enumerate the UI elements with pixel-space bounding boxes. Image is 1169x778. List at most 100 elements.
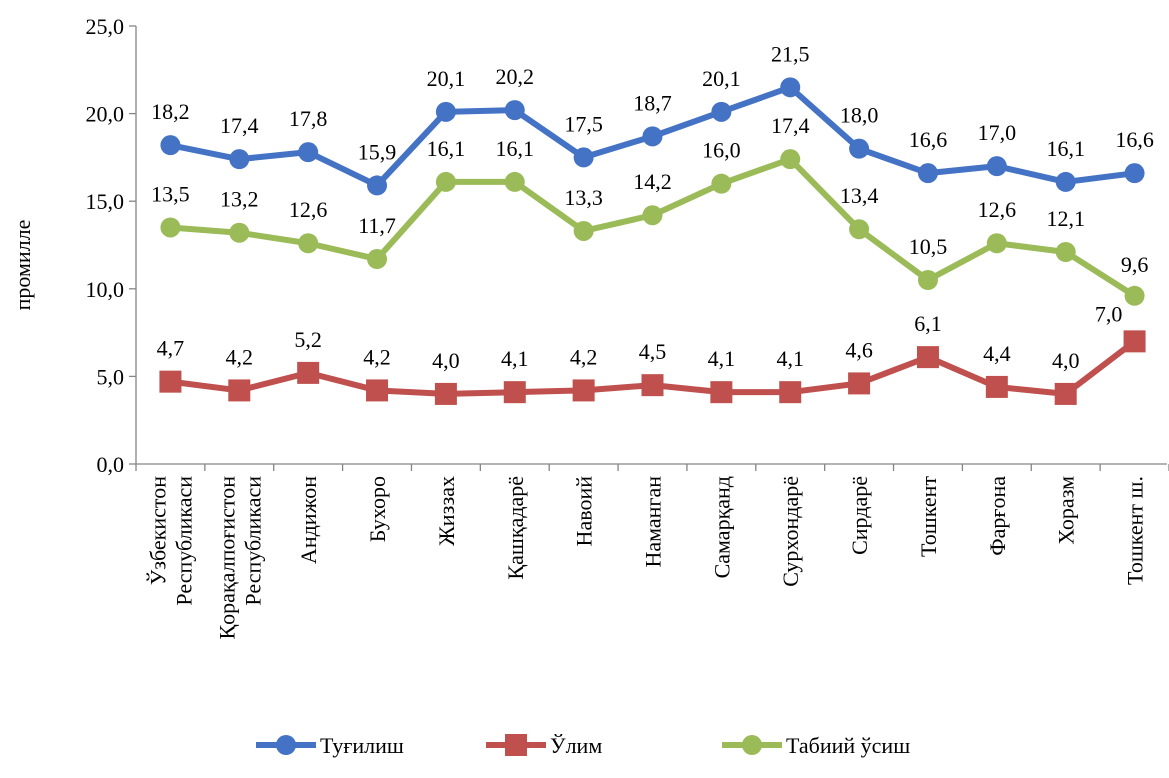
x-category-label-line: Қорақалпоғистон — [214, 476, 239, 640]
data-label: 16,0 — [702, 138, 741, 163]
data-label: 12,6 — [978, 197, 1017, 222]
data-point-marker — [298, 142, 318, 162]
data-point-marker — [574, 147, 594, 167]
x-category-label: Қашқадарё — [503, 476, 528, 580]
data-label: 16,1 — [427, 136, 466, 161]
x-category-label-line: Тошкент ш. — [1123, 476, 1148, 585]
y-tick-label: 20,0 — [86, 102, 125, 127]
data-label: 4,0 — [1052, 348, 1080, 373]
x-category-label: Фарғона — [985, 476, 1010, 556]
x-category-label: Тошкент — [916, 476, 941, 557]
x-category-label: Навоий — [572, 476, 597, 547]
legend-label: Туғилиш — [320, 733, 404, 758]
data-point-marker — [1056, 172, 1076, 192]
x-category-label-line: Жиззах — [434, 476, 459, 546]
data-label: 13,2 — [220, 187, 259, 212]
x-category-label-line: Андижон — [296, 476, 321, 564]
y-tick-label: 25,0 — [86, 14, 125, 39]
data-point-marker — [228, 379, 250, 401]
data-point-marker — [780, 77, 800, 97]
y-tick-label: 5,0 — [97, 364, 125, 389]
data-point-marker — [780, 149, 800, 169]
data-label: 6,1 — [914, 311, 942, 336]
data-point-marker — [987, 233, 1007, 253]
data-point-marker — [159, 371, 181, 393]
data-point-marker — [1124, 330, 1146, 352]
data-label: 5,2 — [294, 327, 322, 352]
data-point-marker — [366, 379, 388, 401]
data-point-marker — [711, 102, 731, 122]
x-category-label-line: Фарғона — [985, 476, 1010, 556]
data-point-marker — [229, 149, 249, 169]
data-label: 16,1 — [496, 136, 535, 161]
x-category-label: Сирдарё — [847, 476, 872, 555]
legend-label: Ўлим — [550, 733, 602, 758]
data-point-marker — [435, 383, 457, 405]
y-tick-label: 10,0 — [86, 277, 125, 302]
data-label: 4,2 — [226, 344, 254, 369]
legend: Туғилиш Ўлим Табиий ўсиш — [256, 733, 910, 758]
data-label: 4,1 — [501, 346, 529, 371]
x-category-label-line: Республикаси — [171, 476, 196, 606]
data-label: 18,7 — [633, 90, 672, 115]
x-category-label-line: Самарқанд — [709, 476, 734, 578]
y-tick-label: 15,0 — [86, 189, 125, 214]
x-category-label-line: Республикаси — [240, 476, 265, 606]
data-point-marker — [505, 100, 525, 120]
data-label: 21,5 — [771, 41, 810, 66]
data-label: 4,6 — [845, 337, 873, 362]
data-point-marker — [504, 381, 526, 403]
data-label: 4,4 — [983, 341, 1011, 366]
data-label: 4,0 — [432, 348, 460, 373]
x-category-label-line: Бухоро — [365, 476, 390, 542]
x-category-label: Жиззах — [434, 476, 459, 546]
data-label: 18,0 — [840, 103, 879, 128]
x-category-label: Бухоро — [365, 476, 390, 542]
legend-item: Табиий ўсиш — [722, 733, 910, 758]
data-label: 4,2 — [570, 344, 598, 369]
data-point-marker — [917, 346, 939, 368]
x-category-label: Наманган — [641, 476, 666, 568]
x-category-label-line: Тошкент — [916, 476, 941, 557]
data-point-marker — [160, 217, 180, 237]
data-point-marker — [849, 219, 869, 239]
data-point-marker — [297, 362, 319, 384]
data-label: 16,1 — [1046, 136, 1085, 161]
data-point-marker — [1125, 163, 1145, 183]
data-point-marker — [574, 221, 594, 241]
data-label: 7,0 — [1095, 301, 1123, 326]
x-category-label-line: Сурхондарё — [778, 476, 803, 587]
data-label: 13,3 — [564, 185, 603, 210]
data-point-marker — [1125, 286, 1145, 306]
data-point-marker — [918, 163, 938, 183]
x-category-label: Хоразм — [1054, 476, 1079, 545]
data-label: 16,6 — [1115, 127, 1154, 152]
legend-marker — [742, 735, 762, 755]
data-point-marker — [918, 270, 938, 290]
data-point-marker — [642, 374, 664, 396]
data-point-marker — [367, 175, 387, 195]
legend-label: Табиий ўсиш — [786, 733, 910, 758]
data-label: 12,1 — [1046, 206, 1085, 231]
data-label: 12,6 — [289, 197, 328, 222]
y-tick-label: 0,0 — [97, 452, 125, 477]
data-point-marker — [711, 174, 731, 194]
x-category-label-line: Хоразм — [1054, 476, 1079, 545]
x-category-label-line: Ўзбекистон — [145, 476, 170, 585]
data-point-marker — [229, 223, 249, 243]
data-label: 20,2 — [496, 64, 535, 89]
data-label: 14,2 — [633, 169, 672, 194]
data-label: 17,5 — [564, 111, 603, 136]
data-point-marker — [436, 102, 456, 122]
data-point-marker — [505, 172, 525, 192]
data-label: 4,7 — [157, 336, 185, 361]
y-axis-title: промилле — [10, 220, 35, 311]
data-point-marker — [1056, 242, 1076, 262]
legend-item: Ўлим — [486, 733, 602, 758]
data-label: 10,5 — [909, 234, 948, 259]
data-point-marker — [643, 205, 663, 225]
